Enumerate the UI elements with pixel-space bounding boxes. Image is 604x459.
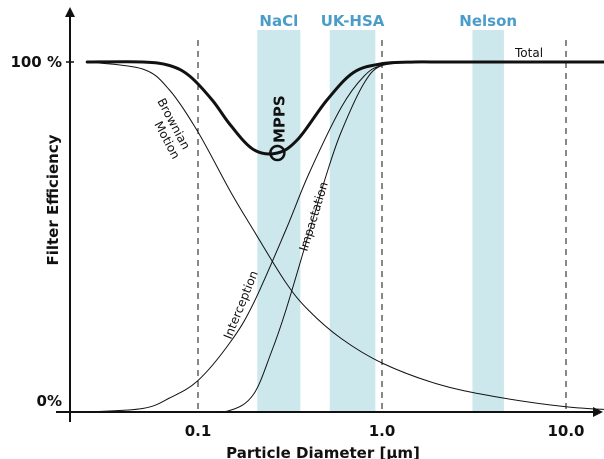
y-tick-label-0: 0% xyxy=(37,392,62,410)
y-axis-label: Filter Efficiency xyxy=(44,134,62,265)
x-tick-label-10-0: 10.0 xyxy=(547,422,584,440)
band-nacl xyxy=(257,30,301,412)
x-tick-label-0-1: 0.1 xyxy=(185,422,212,440)
x-tick-label-1-0: 1.0 xyxy=(369,422,396,440)
band-nelson xyxy=(472,30,504,412)
y-tick-label-100: 100 % xyxy=(10,53,62,71)
x-axis-label: Particle Diameter [µm] xyxy=(226,444,420,459)
band-label-nelson: Nelson xyxy=(459,12,517,30)
mpps-marker xyxy=(269,144,286,162)
series-line-impactation xyxy=(86,61,604,413)
reference-lines-layer xyxy=(197,40,567,412)
axes-layer xyxy=(56,7,603,422)
series-line-brownian-motion xyxy=(86,61,604,410)
total-label: Total xyxy=(514,46,543,60)
series-layer xyxy=(85,60,604,413)
mpps-label: MPPS xyxy=(270,95,288,143)
interception-label: Interception xyxy=(221,269,261,341)
band-label-nacl: NaCl xyxy=(259,12,298,30)
band-label-uk-hsa: UK-HSA xyxy=(321,12,385,30)
bands-layer xyxy=(257,30,504,412)
band-uk-hsa xyxy=(329,30,376,412)
